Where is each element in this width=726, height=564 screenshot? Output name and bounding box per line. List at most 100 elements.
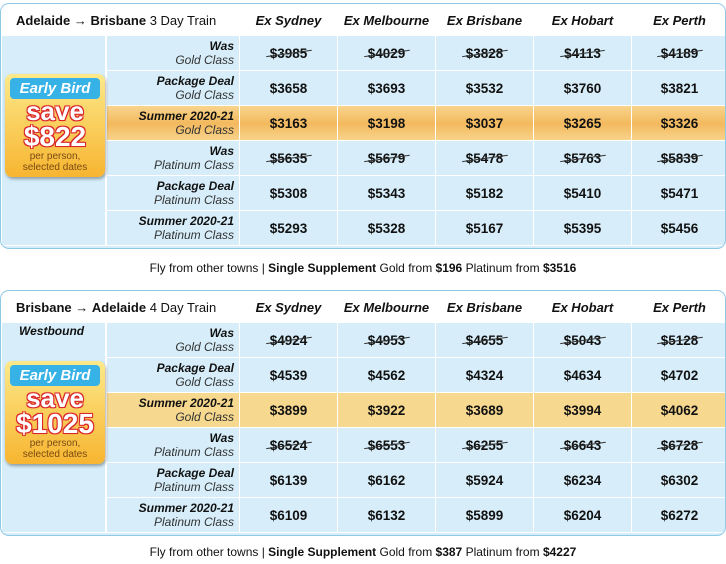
table-row: Package Deal Gold Class $3658 $3693 $3532… [2,70,725,106]
price-cell: $6728 [631,427,725,463]
price-cell: $5456 [631,210,725,246]
price-cell: $3922 [337,392,436,428]
row-label: Package Deal Platinum Class [105,462,240,498]
row-label: Was Gold Class [105,322,240,358]
price-cell: $5899 [435,497,534,533]
row-label: Summer 2020-21 Gold Class [105,105,240,141]
price-cell: $3658 [239,70,338,106]
price-cell: $5679 [337,140,436,176]
price-cell: $3828 [435,35,534,71]
price-cell: $5763 [533,140,632,176]
price-cell: $5410 [533,175,632,211]
badge-save-text: save [26,383,84,413]
column-header: Ex Hobart [533,291,632,323]
price-cell: $6162 [337,462,436,498]
price-cell: $6524 [239,427,338,463]
row-label: Was Platinum Class [105,427,240,463]
price-cell: $5308 [239,175,338,211]
price-cell: $6643 [533,427,632,463]
badge-subtext: per person, selected dates [22,151,88,173]
table-row: Package Deal Platinum Class $6139 $6162 $… [2,462,725,498]
price-cell: $5478 [435,140,534,176]
table-row: Package Deal Gold Class $4539 $4562 $4324… [2,357,725,393]
price-cell: $3265 [533,105,632,141]
price-cell: $5395 [533,210,632,246]
price-cell: $4702 [631,357,725,393]
table-row: Was Platinum Class $6524 $6553 $6255 $664… [2,427,725,463]
table-row: Was Platinum Class $5635 $5679 $5478 $576… [2,140,725,176]
price-cell: $3821 [631,70,725,106]
fare-table: Adelaide → Brisbane 3 Day Train Ex Sydne… [1,4,725,246]
table-row: Was Gold Class $4924 $4953 $4655 $5043 $5… [1,322,725,533]
price-cell: $3899 [239,392,338,428]
badge-save-text: save [26,96,84,126]
fare-panel-adelaide-brisbane: Adelaide → Brisbane 3 Day Train Ex Sydne… [0,3,726,249]
fare-table: Brisbane → Adelaide 4 Day Train Ex Sydne… [1,291,725,533]
price-cell: $4655 [435,322,534,358]
price-cell: $5471 [631,175,725,211]
early-bird-badge: Early Bird save $1025 per person, selecte… [5,361,105,464]
price-cell: $5839 [631,140,725,176]
column-header: Ex Perth [631,4,725,36]
column-header: Ex Perth [631,291,725,323]
row-label: Package Deal Gold Class [105,357,240,393]
badge-amount: $1025 [16,408,94,439]
direction-label: Westbound [19,324,85,338]
price-cell: $4062 [631,392,725,428]
price-cell: $5635 [239,140,338,176]
price-cell: $3689 [435,392,534,428]
badge-subtext: per person, selected dates [22,438,88,460]
price-cell: $5182 [435,175,534,211]
column-header: Ex Sydney [239,291,338,323]
price-cell: $4029 [337,35,436,71]
price-cell: $6139 [239,462,338,498]
table-row: Package Deal Platinum Class $5308 $5343 $… [2,175,725,211]
price-cell: $3532 [435,70,534,106]
price-cell: $5293 [239,210,338,246]
table-row: Was Gold Class $3985 $4029 $3828 $4113 $4… [1,35,725,246]
price-cell: $6553 [337,427,436,463]
price-cell: $6132 [337,497,436,533]
table-row: Summer 2020-21 Platinum Class $6109 $6132… [2,497,725,533]
column-header: Ex Melbourne [337,4,436,36]
table-row-highlight: Summer 2020-21 Gold Class $3163 $3198 $30… [2,105,725,141]
price-cell: $6109 [239,497,338,533]
row-label: Package Deal Platinum Class [105,175,240,211]
price-cell: $5328 [337,210,436,246]
price-cell: $6255 [435,427,534,463]
column-header: Ex Brisbane [435,4,534,36]
early-bird-badge: Early Bird save $822 per person, selected… [5,74,105,177]
price-cell: $4324 [435,357,534,393]
price-cell: $5167 [435,210,534,246]
price-cell: $3994 [533,392,632,428]
row-label: Was Gold Class [105,35,240,71]
row-label: Package Deal Gold Class [105,70,240,106]
route-title: Brisbane → Adelaide 4 Day Train [1,291,240,323]
row-label: Summer 2020-21 Gold Class [105,392,240,428]
early-bird-title: Early Bird [10,78,100,99]
price-cell: $3326 [631,105,725,141]
fare-panel-brisbane-adelaide: Brisbane → Adelaide 4 Day Train Ex Sydne… [0,290,726,536]
footer-note: Fly from other towns | Single Supplement… [149,261,577,275]
price-cell: $3985 [239,35,338,71]
badge-amount: $822 [23,121,87,152]
column-header: Ex Sydney [239,4,338,36]
price-cell: $4634 [533,357,632,393]
price-cell: $6302 [631,462,725,498]
price-cell: $4113 [533,35,632,71]
price-cell: $4953 [337,322,436,358]
price-cell: $5924 [435,462,534,498]
price-cell: $6204 [533,497,632,533]
price-cell: $6234 [533,462,632,498]
column-header: Ex Brisbane [435,291,534,323]
price-cell: $5128 [631,322,725,358]
row-label: Summer 2020-21 Platinum Class [105,497,240,533]
column-header: Ex Hobart [533,4,632,36]
price-cell: $3760 [533,70,632,106]
price-cell: $4539 [239,357,338,393]
row-label: Was Platinum Class [105,140,240,176]
row-label: Summer 2020-21 Platinum Class [105,210,240,246]
early-bird-title: Early Bird [10,365,100,386]
footer-note: Fly from other towns | Single Supplement… [149,545,577,559]
price-cell: $3198 [337,105,436,141]
